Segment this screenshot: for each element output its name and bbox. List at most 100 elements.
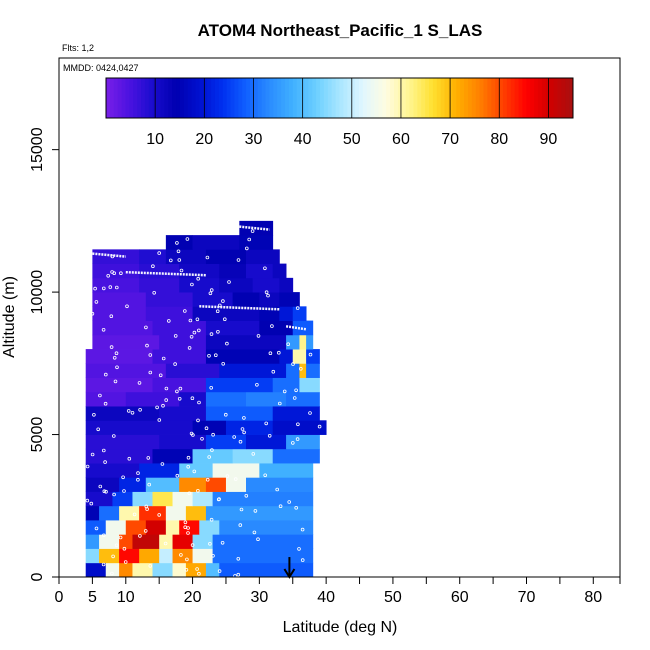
heatmap-cell — [139, 263, 180, 279]
colorbar-segment — [199, 78, 204, 118]
heatmap-cell — [85, 363, 167, 378]
x-tick-label: 30 — [250, 589, 268, 606]
colorbar-segment — [113, 78, 119, 118]
colorbar-segment — [502, 78, 508, 118]
sample-point — [263, 473, 268, 478]
sample-point — [255, 382, 259, 387]
sample-point — [144, 504, 149, 509]
sample-point — [210, 448, 214, 452]
sample-point — [164, 386, 169, 391]
y-axis: 0 5000 10000 15000 — [29, 127, 59, 581]
colorbar-segment — [285, 78, 290, 118]
x-tick-label: 5 — [88, 589, 97, 606]
chart-title: ATOM4 Northeast_Pacific_1 S_LAS — [198, 21, 483, 40]
flight-tracks — [92, 225, 307, 331]
sample-point — [214, 353, 218, 358]
heatmap-cell — [125, 391, 180, 407]
heatmap-cell — [212, 534, 314, 549]
sample-point — [286, 342, 291, 347]
sample-point — [197, 400, 201, 405]
sample-point — [186, 464, 191, 469]
colorbar-segment — [249, 78, 255, 118]
sample-point — [296, 422, 300, 427]
sample-point — [92, 412, 96, 417]
colorbar-segment — [214, 78, 220, 118]
sample-point — [300, 558, 305, 562]
colorbar-segment — [397, 78, 403, 118]
heatmap-cell — [152, 320, 207, 336]
heatmap-cell — [246, 434, 287, 450]
heatmap-cell — [279, 306, 294, 321]
colorbar-segment — [537, 78, 543, 118]
sample-point — [160, 462, 165, 466]
sample-point — [148, 564, 153, 568]
sample-point — [236, 556, 241, 561]
heatmap-cell — [246, 477, 314, 492]
colorbar-segment — [218, 78, 224, 118]
colorbar-segment — [168, 78, 173, 118]
colorbar-tick-label: 40 — [294, 131, 312, 148]
heatmap-cell — [272, 448, 320, 464]
sample-point — [137, 381, 142, 385]
sample-point — [189, 334, 194, 339]
colorbar-segment — [374, 78, 379, 118]
sample-point — [173, 334, 178, 338]
colorbar-segment — [456, 78, 461, 118]
heatmap-cell — [85, 377, 153, 393]
heatmap-cell — [85, 477, 120, 492]
sample-point — [136, 477, 140, 482]
heatmap-cell — [205, 406, 274, 421]
heatmap-cell — [212, 491, 314, 507]
heatmap-cell — [159, 434, 207, 450]
colorbar-segment — [125, 78, 130, 118]
sample-point — [157, 418, 162, 422]
colorbar-segment — [117, 78, 123, 118]
sample-point — [217, 497, 221, 501]
sample-point — [90, 452, 95, 457]
flight-track — [92, 252, 126, 258]
heatmap-cell — [259, 292, 280, 307]
sample-point — [183, 520, 188, 525]
sample-point — [177, 258, 182, 262]
plot-frame — [58, 57, 621, 578]
sample-point — [264, 290, 269, 295]
sample-point — [186, 531, 190, 535]
heatmap-cell — [165, 235, 193, 250]
colorbar-tick-label: 70 — [441, 131, 459, 148]
colorbar-segment — [557, 78, 562, 118]
x-tick-label: 50 — [384, 589, 402, 606]
sample-point — [290, 441, 295, 445]
colorbar-segment — [393, 78, 399, 118]
colorbar-segment — [277, 78, 282, 118]
sample-point — [317, 424, 322, 429]
sample-point — [276, 350, 281, 355]
colorbar-segment — [133, 78, 138, 118]
sample-point — [110, 270, 114, 274]
sample-point — [145, 343, 149, 348]
heatmap-cell — [132, 562, 153, 578]
colorbar: 10 20 30 40 50 60 70 80 90 — [105, 77, 574, 148]
colorbar-segment — [432, 78, 438, 118]
colorbar-segment — [518, 78, 523, 118]
colorbar-segment — [339, 78, 344, 118]
heatmap-cell — [192, 292, 234, 307]
heatmap-cell — [292, 306, 307, 321]
flight-track — [125, 270, 206, 277]
sample-point — [130, 410, 135, 415]
sample-point — [244, 493, 249, 498]
sample-point — [282, 389, 287, 394]
colorbar-segment — [429, 78, 434, 118]
sample-point — [119, 271, 123, 276]
sample-point — [115, 365, 119, 370]
colorbar-segment — [308, 78, 313, 118]
sample-point — [192, 330, 197, 335]
sample-point — [98, 484, 103, 489]
colorbar-segment — [304, 78, 309, 118]
heatmap-cell — [145, 520, 167, 535]
sample-point — [278, 504, 283, 509]
heatmap-cell — [192, 420, 227, 435]
colorbar-segment — [495, 78, 500, 118]
sample-point — [253, 509, 258, 513]
colorbar-segment — [479, 78, 484, 118]
heatmap-cell — [205, 249, 247, 265]
